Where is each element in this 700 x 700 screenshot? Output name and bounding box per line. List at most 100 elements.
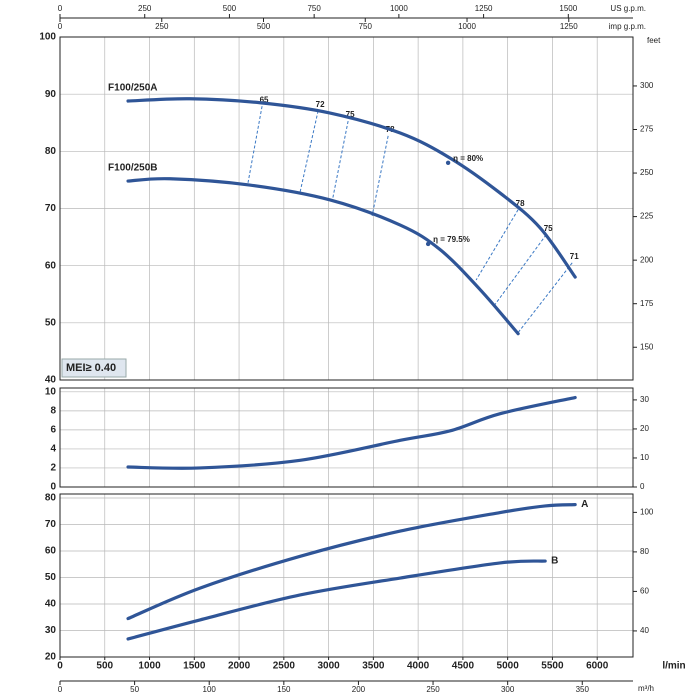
efficiency-label: 65 — [260, 95, 269, 104]
top-axis-tick-label: 1000 — [390, 4, 408, 13]
y-tick-label: 50 — [45, 317, 57, 328]
y-tick-label: 2 — [50, 463, 56, 474]
efficiency-point — [445, 160, 451, 165]
top-axis-tick-label: 750 — [359, 22, 373, 31]
y-tick-label: 90 — [45, 89, 57, 100]
y-tick-label: 70 — [45, 519, 57, 530]
top-axis-unit: US g.p.m. — [610, 4, 646, 13]
bottom-axis-tick-label: 150 — [277, 685, 291, 694]
y-tick-label: 80 — [45, 146, 57, 157]
curve — [126, 559, 547, 641]
bottom-axis-tick-label: 350 — [576, 685, 590, 694]
top-axis-tick-label: 250 — [155, 22, 169, 31]
bottom-axis-unit: m³/h — [638, 684, 654, 693]
y-tick-label: 40 — [45, 599, 57, 610]
y2-tick-label: 300 — [640, 81, 654, 90]
x-tick-label: 5500 — [541, 661, 564, 672]
badge: MEI≥ 0.40 — [66, 362, 116, 374]
x-tick-label: 3000 — [317, 661, 340, 672]
efficiency-line — [299, 110, 319, 193]
x-tick-label: 1000 — [138, 661, 161, 672]
y2-tick-label: 225 — [640, 212, 654, 221]
y-tick-label: 10 — [45, 386, 57, 397]
top-axis-tick-label: 0 — [58, 4, 63, 13]
x-tick-label: 5000 — [497, 661, 520, 672]
y2-tick-label: 30 — [640, 395, 649, 404]
top-axis-tick-label: 750 — [307, 4, 321, 13]
y-tick-label: 40 — [45, 375, 57, 386]
y2-axis-label: feet — [647, 36, 661, 45]
y-tick-label: 60 — [45, 260, 57, 271]
y-tick-label: 30 — [45, 625, 57, 636]
x-tick-label: 4500 — [452, 661, 475, 672]
x-axis-label: l/min — [662, 661, 685, 672]
top-axis-unit: imp g.p.m. — [609, 22, 646, 31]
series-label: F100/250B — [108, 163, 157, 174]
bottom-axis-tick-label: 200 — [352, 685, 366, 694]
y2-tick-label: 10 — [640, 453, 649, 462]
y-tick-label: 4 — [50, 444, 56, 455]
bottom-axis-tick-label: 100 — [203, 685, 217, 694]
efficiency-point-label: η = 79.5% — [433, 235, 470, 244]
plot-frame — [59, 493, 634, 658]
efficiency-point — [425, 241, 431, 247]
bottom-axis-tick-label: 0 — [58, 685, 63, 694]
y2-tick-label: 20 — [640, 424, 649, 433]
top-axis-tick-label: 0 — [58, 22, 63, 31]
y-tick-label: 20 — [45, 652, 57, 663]
efficiency-label: 75 — [346, 110, 355, 119]
curve — [126, 395, 577, 470]
efficiency-line — [371, 135, 389, 217]
x-tick-label: 2000 — [228, 661, 251, 672]
bottom-axis-tick-label: 300 — [501, 685, 515, 694]
top-axis-tick-label: 1250 — [475, 4, 493, 13]
series-label: A — [581, 499, 588, 510]
y2-tick-label: 150 — [640, 342, 654, 351]
efficiency-line — [331, 120, 349, 202]
y-tick-label: 6 — [50, 425, 56, 436]
top-axis-tick-label: 1500 — [559, 4, 577, 13]
curve — [126, 97, 577, 279]
bottom-axis-tick-label: 50 — [130, 685, 139, 694]
y2-tick-label: 40 — [640, 626, 649, 635]
efficiency-line — [475, 209, 519, 281]
efficiency-label: 71 — [570, 252, 579, 261]
top-axis-tick-label: 1000 — [458, 22, 476, 31]
x-tick-label: 2500 — [273, 661, 296, 672]
y2-tick-label: 250 — [640, 168, 654, 177]
curve — [126, 177, 520, 336]
plot-area — [60, 494, 633, 657]
y-tick-label: 80 — [45, 493, 57, 504]
plot-frame — [59, 36, 634, 381]
series-label: F100/250A — [108, 83, 157, 94]
top-axis-tick-label: 250 — [138, 4, 152, 13]
series-label: B — [551, 556, 558, 567]
y2-tick-label: 100 — [640, 507, 654, 516]
x-tick-label: 6000 — [586, 661, 609, 672]
curve — [126, 503, 577, 621]
top-axis-tick-label: 500 — [257, 22, 271, 31]
efficiency-label: 72 — [316, 100, 325, 109]
plot-frame — [59, 387, 634, 488]
x-tick-label: 0 — [57, 661, 63, 672]
y2-tick-label: 200 — [640, 255, 654, 264]
top-axis-tick-label: 500 — [223, 4, 237, 13]
y-tick-label: 70 — [45, 203, 57, 214]
x-tick-label: 3500 — [362, 661, 385, 672]
y2-tick-label: 60 — [640, 587, 649, 596]
top-axis-tick-label: 1250 — [560, 22, 578, 31]
y-tick-label: 50 — [45, 572, 57, 583]
y2-tick-label: 0 — [640, 482, 645, 491]
y-tick-label: 8 — [50, 405, 56, 416]
efficiency-label: 75 — [544, 224, 553, 233]
y-tick-label: 100 — [39, 32, 56, 43]
x-tick-label: 500 — [96, 661, 113, 672]
y2-tick-label: 80 — [640, 547, 649, 556]
y-tick-label: 0 — [50, 482, 56, 493]
y-tick-label: 60 — [45, 546, 57, 557]
efficiency-label: 78 — [516, 199, 525, 208]
y2-tick-label: 275 — [640, 125, 654, 134]
efficiency-line — [247, 106, 263, 183]
y2-tick-label: 175 — [640, 299, 654, 308]
